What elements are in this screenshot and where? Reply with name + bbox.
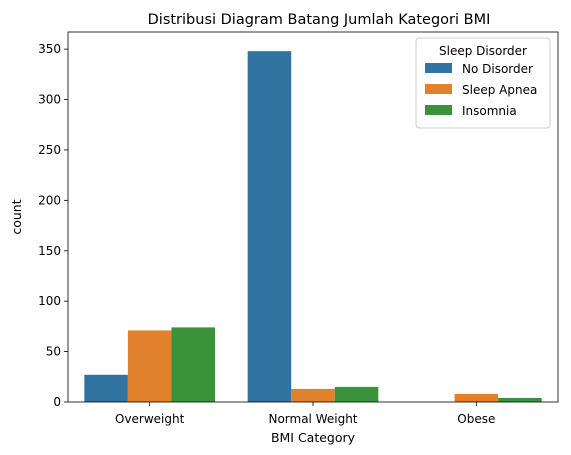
y-tick-label: 50 [46, 345, 61, 359]
bar-no-disorder-overweight [84, 374, 128, 402]
y-axis: 0 50 100 150 200 250 300 350 [38, 42, 68, 409]
y-tick-label: 0 [53, 395, 61, 409]
legend-swatch-no-disorder [425, 63, 452, 73]
x-tick-label: Obese [457, 412, 495, 426]
y-tick-label: 100 [38, 294, 61, 308]
bar-sleep-apnea-overweight [127, 330, 172, 402]
x-axis-label: BMI Category [271, 430, 356, 445]
bar-insomnia-overweight [171, 327, 215, 402]
y-tick-label: 200 [38, 193, 61, 207]
y-tick-label: 300 [38, 93, 61, 107]
y-axis-label: count [9, 199, 24, 234]
bar-sleep-apnea-normal-weight [291, 388, 335, 402]
plot-frame [67, 31, 559, 403]
x-tick-label: Overweight [115, 412, 185, 426]
legend-label-sleep-apnea: Sleep Apnea [462, 83, 537, 97]
legend-title: Sleep Disorder [439, 44, 527, 58]
y-tick-label: 150 [38, 244, 61, 258]
legend-swatch-sleep-apnea [425, 84, 452, 94]
x-tick-label: Normal Weight [268, 412, 357, 426]
bar-sleep-apnea-obese [454, 393, 499, 402]
chart-title: Distribusi Diagram Batang Jumlah Kategor… [148, 12, 491, 28]
y-tick-label: 250 [38, 143, 61, 157]
bar-insomnia-normal-weight [334, 386, 379, 402]
bars-group [84, 51, 542, 403]
bar-insomnia-obese [498, 397, 542, 402]
y-tick-label: 350 [38, 42, 61, 56]
legend-label-no-disorder: No Disorder [462, 62, 533, 76]
bar-no-disorder-normal-weight [247, 51, 292, 403]
legend-label-insomnia: Insomnia [462, 104, 517, 118]
x-axis: Overweight Normal Weight Obese [115, 402, 495, 426]
legend-swatch-insomnia [425, 105, 452, 115]
legend: Sleep Disorder No Disorder Sleep Apnea Ins… [415, 37, 551, 129]
